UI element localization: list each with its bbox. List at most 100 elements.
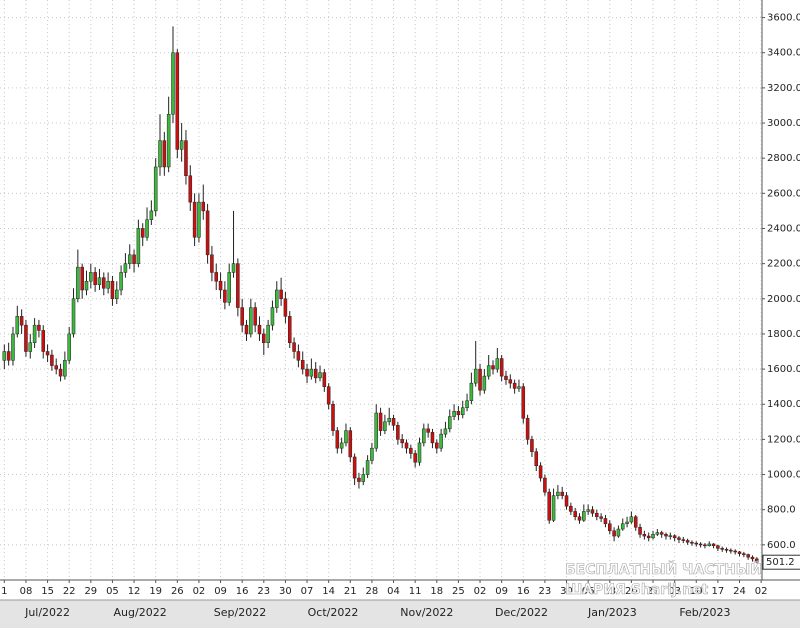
candle-body — [495, 358, 500, 370]
candle-body — [616, 528, 621, 537]
candle-body — [707, 543, 712, 546]
candle-body — [192, 201, 197, 238]
candle-body — [365, 460, 370, 475]
candle-body — [711, 543, 716, 546]
candle-body — [504, 375, 508, 380]
candle-body — [422, 428, 426, 444]
candle-body — [370, 447, 374, 461]
candle-body — [106, 280, 110, 289]
candle-body — [677, 537, 681, 540]
candle-body — [15, 316, 20, 335]
x-tick-label: 26 — [171, 586, 184, 597]
candle-body — [236, 263, 240, 308]
candle-body — [84, 280, 89, 291]
x-tick-label: 05 — [106, 586, 119, 597]
candle-body — [270, 307, 275, 326]
watermark: ШАРИЯ Sharij.net — [565, 582, 709, 598]
candle-body — [145, 219, 149, 238]
candle-body — [80, 266, 84, 291]
x-tick-label: 21 — [344, 586, 357, 597]
candle-body — [326, 386, 331, 405]
candle-body — [491, 365, 495, 370]
candle-body — [76, 266, 80, 300]
candle-body — [452, 411, 456, 417]
candle-body — [158, 140, 162, 168]
candle-body — [642, 534, 647, 537]
candle-body — [603, 518, 608, 525]
candle-body — [508, 379, 513, 384]
month-label: Nov/2022 — [400, 606, 453, 619]
candle-body — [724, 548, 729, 551]
x-tick-label: 27 — [647, 586, 660, 597]
candle-body — [625, 521, 629, 525]
candle-body — [149, 210, 154, 220]
month-band — [0, 600, 800, 628]
candle-body — [214, 272, 218, 282]
candle-body — [737, 551, 742, 554]
candle-body — [348, 430, 353, 458]
candle-body — [672, 535, 677, 539]
candle-body — [538, 465, 543, 479]
candle-body — [127, 254, 132, 264]
candle-body — [136, 228, 141, 264]
candle-body — [499, 358, 504, 377]
candle-body — [6, 351, 11, 361]
candle-body — [67, 333, 71, 361]
candle-body — [703, 544, 707, 547]
x-tick-label: 10 — [690, 586, 703, 597]
candle-body — [716, 545, 720, 549]
candle-body — [197, 201, 201, 238]
candle-body — [534, 451, 539, 467]
x-tick-label: 23 — [257, 586, 270, 597]
candle-body — [344, 430, 348, 444]
candle-body — [97, 277, 102, 285]
candle-body — [140, 228, 145, 238]
candle-body — [309, 368, 314, 377]
candle-body — [166, 113, 171, 168]
y-tick-label: 2400.0 — [767, 223, 800, 234]
candle-body — [482, 375, 487, 391]
month-label: Dec/2022 — [495, 606, 548, 619]
candle-body — [569, 505, 573, 512]
candle-body — [253, 307, 257, 326]
candle-body — [205, 210, 210, 256]
candle-body — [577, 516, 582, 521]
candle-body — [283, 298, 288, 317]
candle-body — [486, 365, 491, 377]
candle-body — [530, 439, 534, 452]
candle-body — [227, 272, 231, 303]
candle-body — [729, 549, 733, 552]
y-tick-label: 2200.0 — [767, 259, 800, 270]
y-tick-label: 3000.0 — [767, 118, 800, 129]
candle-body — [443, 428, 448, 435]
candle-body — [287, 316, 292, 343]
month-label: Aug/2022 — [114, 606, 167, 619]
candle-body — [335, 430, 340, 449]
candle-body — [275, 289, 279, 308]
x-tick-label: 24 — [733, 586, 746, 597]
x-tick-label: 16 — [517, 586, 530, 597]
x-tick-label: 14 — [322, 586, 335, 597]
candles — [2, 26, 759, 564]
candle-body — [331, 403, 335, 431]
y-tick-label: 3400.0 — [767, 48, 800, 59]
x-tick-label: 1 — [1, 586, 7, 597]
x-tick-label: 30 — [279, 586, 292, 597]
x-tick-label: 29 — [84, 586, 97, 597]
candle-body — [391, 418, 396, 426]
y-tick-label: 3200.0 — [767, 83, 800, 94]
x-tick-label: 02 — [755, 586, 768, 597]
candle-body — [218, 280, 223, 291]
x-tick-label: 17 — [712, 586, 725, 597]
candle-body — [612, 530, 616, 537]
candle-body — [37, 324, 41, 331]
candle-body — [357, 477, 361, 482]
watermark: БЕСПЛАТНЫЙ ЧАСТНЫЙ — [565, 561, 762, 578]
x-tick-label: 15 — [41, 586, 54, 597]
candle-body — [556, 491, 560, 496]
y-tick-label: 800.0 — [767, 505, 796, 516]
candle-body — [638, 527, 642, 535]
candle-body — [478, 368, 482, 391]
